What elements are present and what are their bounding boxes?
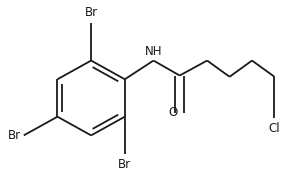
Text: NH: NH: [145, 45, 162, 58]
Text: Br: Br: [8, 129, 21, 142]
Text: Cl: Cl: [269, 122, 280, 135]
Text: Br: Br: [85, 6, 98, 19]
Text: O: O: [168, 106, 177, 120]
Text: Br: Br: [118, 158, 131, 171]
